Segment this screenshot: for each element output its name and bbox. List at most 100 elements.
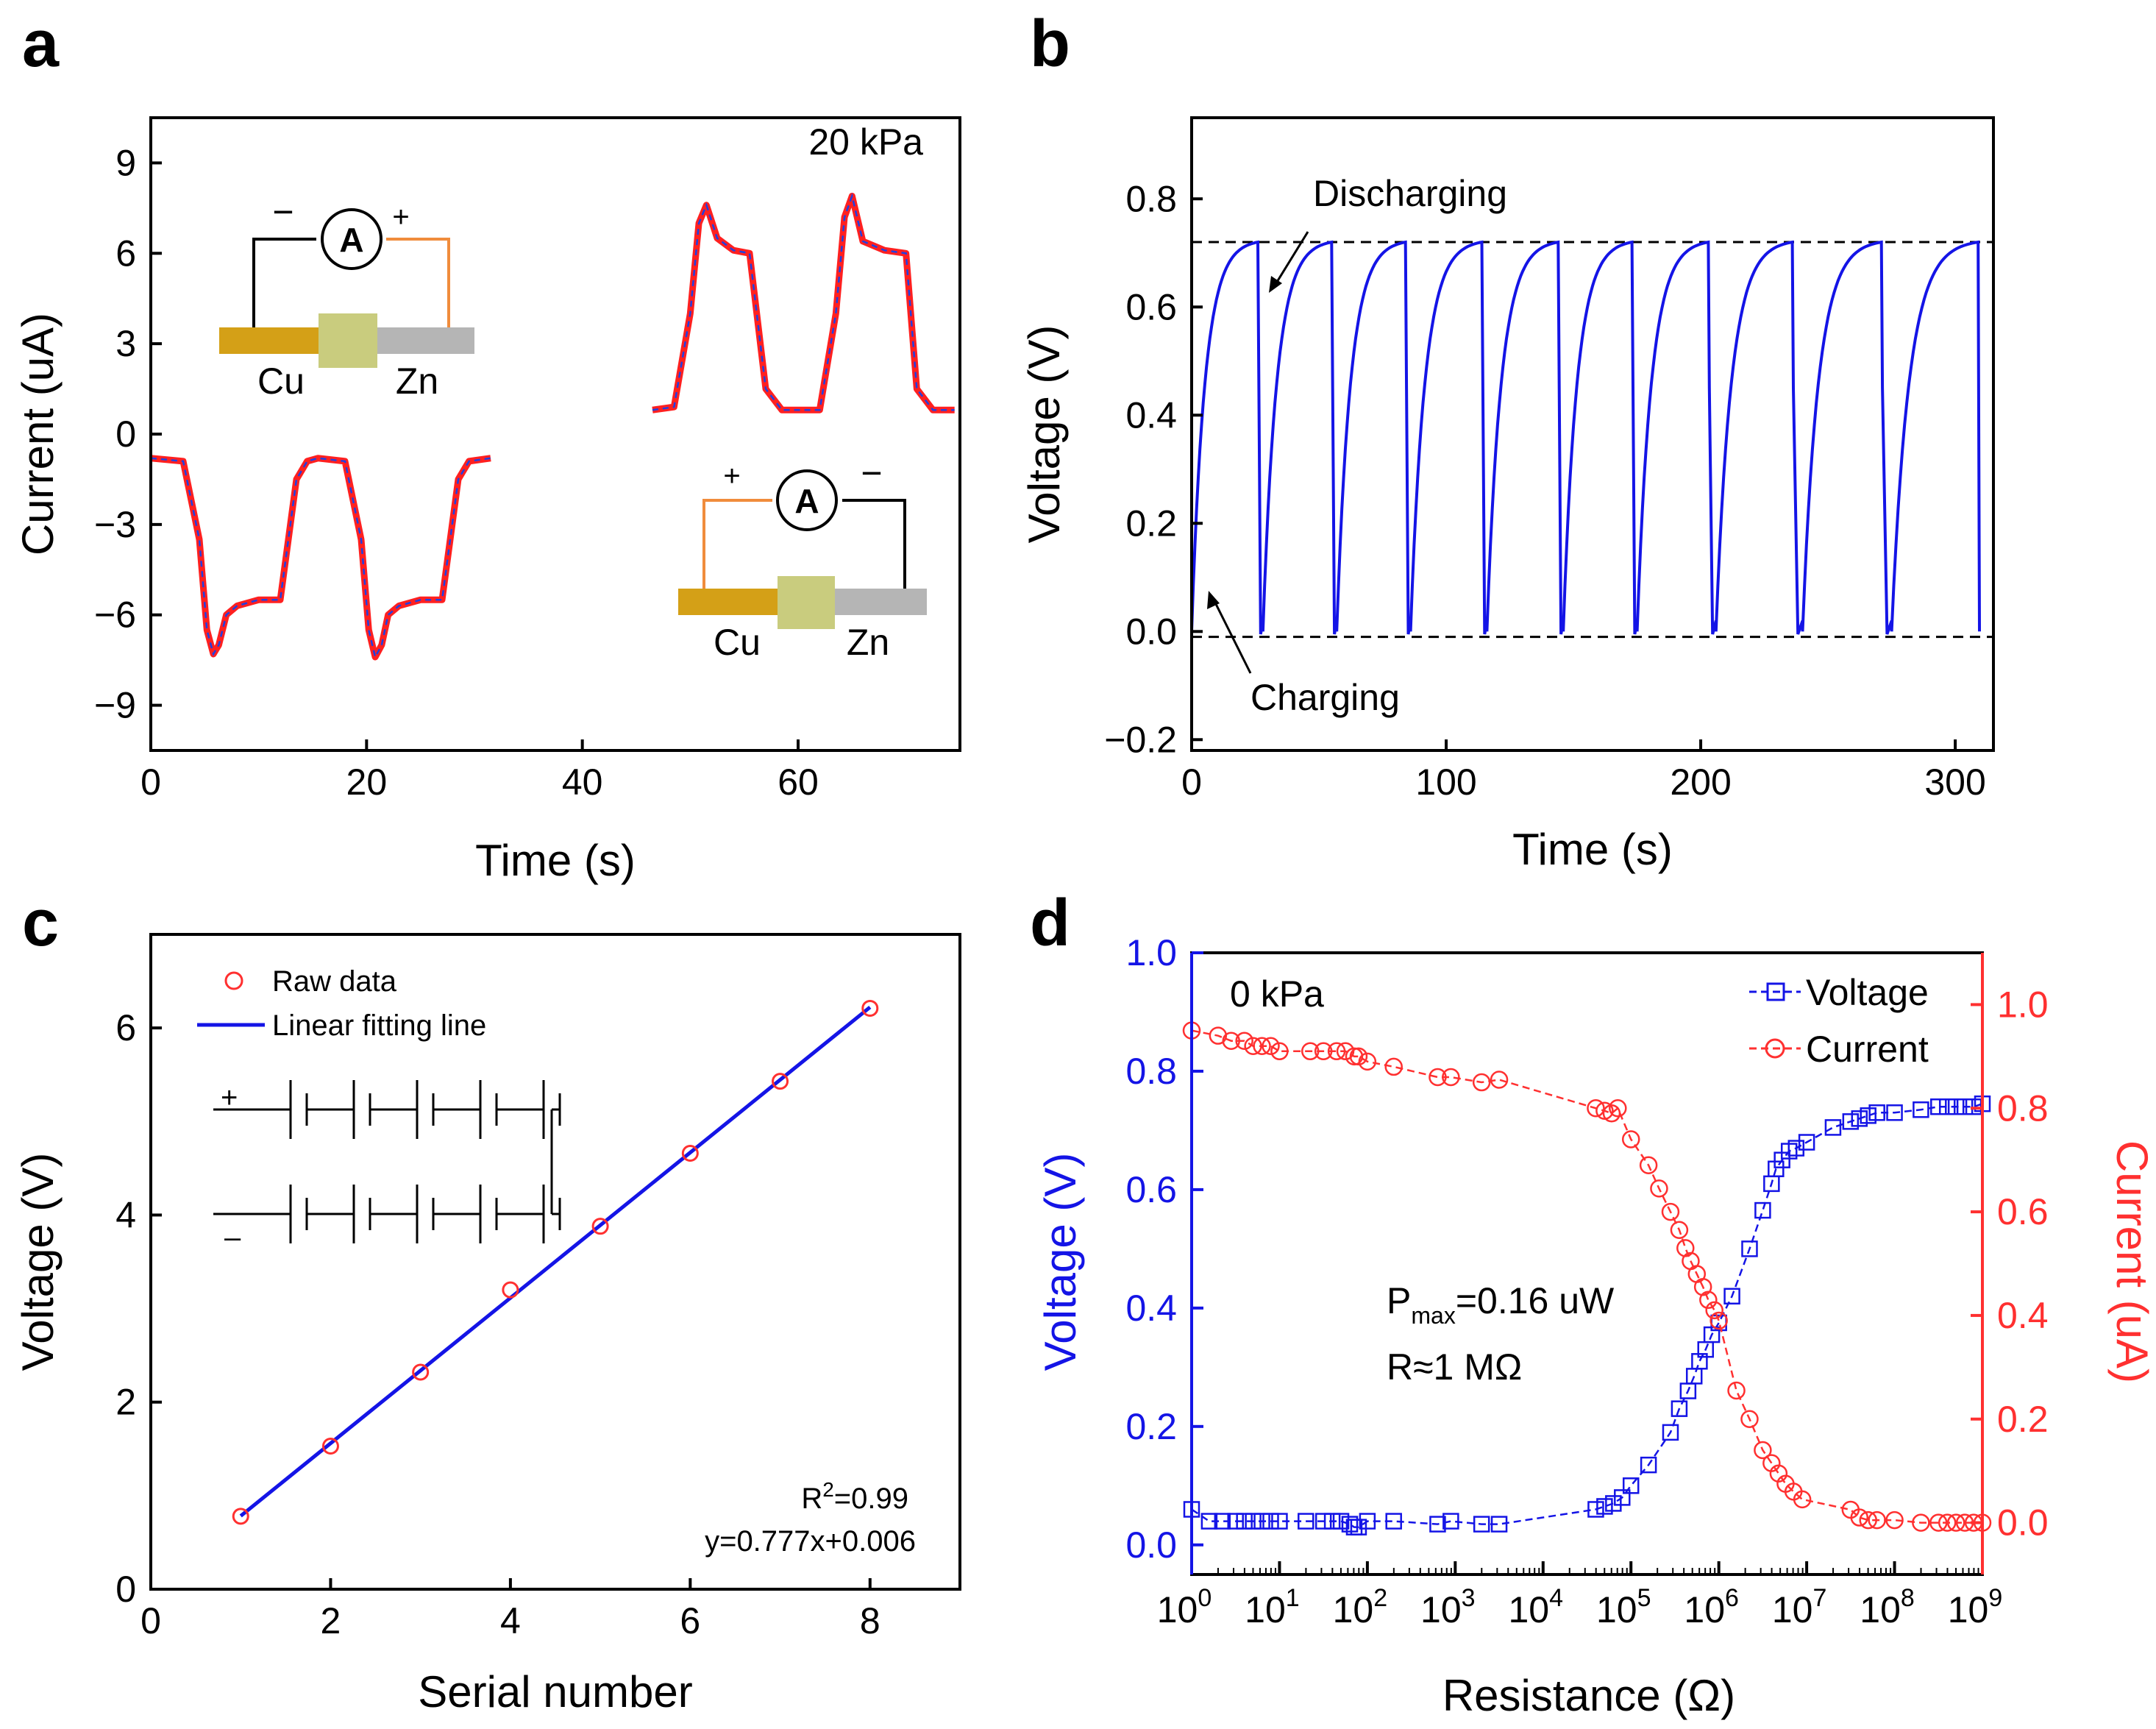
x-tick-label: 107 [1772, 1584, 1827, 1630]
y-tick-label-right: 0.0 [1997, 1502, 2049, 1544]
y-tick-label: 6 [115, 232, 136, 274]
voltage-point [1640, 1456, 1657, 1474]
current-point [1705, 1301, 1723, 1320]
voltage-point [1473, 1516, 1490, 1533]
y-tick-label: 9 [115, 142, 136, 183]
panel-d-ylabel-right: Current (uA) [2107, 1140, 2156, 1383]
y-tick-label: 0.2 [1125, 503, 1177, 544]
voltage-point [1860, 1107, 1876, 1124]
x-tick-label: 100 [1415, 761, 1476, 803]
current-point [1740, 1410, 1759, 1428]
panel-a-xlabel: Time (s) [475, 836, 636, 885]
current-point [1587, 1099, 1605, 1118]
legend-voltage-marker [1766, 982, 1785, 1001]
voltage-point [1787, 1140, 1805, 1157]
wire-orange-top [386, 238, 450, 327]
raw-data-point [861, 999, 879, 1017]
panel-d-ylabel: Voltage (V) [1036, 1153, 1085, 1371]
panel-c: 0 2 4 6 8 0 2 4 6 Serial number Voltage (V) Raw … [13, 933, 961, 1716]
raw-data-point [321, 1437, 339, 1455]
voltage-point [1490, 1516, 1508, 1533]
current-point [1868, 1510, 1886, 1530]
y-tick-label: −6 [94, 594, 136, 636]
y-tick-label-right: 1.0 [1997, 984, 2049, 1025]
current-point [1850, 1508, 1869, 1527]
panel-c-xlabel: Serial number [418, 1667, 693, 1716]
y-tick-label: 0 [115, 413, 136, 455]
voltage-point [1332, 1513, 1350, 1530]
x-tick-label: 101 [1245, 1584, 1300, 1630]
voltage-point [1671, 1400, 1688, 1417]
x-tick-label: 300 [1924, 761, 1985, 803]
cu-electrode [678, 589, 781, 615]
voltage-point [1214, 1513, 1231, 1530]
legend-raw-marker [224, 971, 243, 990]
ammeter-label: A [339, 221, 363, 259]
x-tick-label: 0 [140, 1600, 161, 1641]
voltage-point [1587, 1501, 1604, 1518]
current-point [1314, 1042, 1333, 1061]
legend-current-marker [1765, 1038, 1785, 1059]
current-point [1938, 1513, 1957, 1532]
zn-electrode [375, 327, 474, 354]
voltage-point [1429, 1516, 1446, 1533]
current-point [1693, 1277, 1712, 1296]
voltage-point [1200, 1513, 1218, 1530]
current-point [1929, 1513, 1948, 1532]
x-tick-label: 103 [1420, 1584, 1476, 1630]
panel-d-xlabel: Resistance (Ω) [1442, 1671, 1735, 1720]
current-point [1349, 1047, 1368, 1066]
raw-data-point [412, 1363, 430, 1381]
current-point [1621, 1130, 1640, 1148]
current-point [1472, 1073, 1491, 1092]
voltage-point [1605, 1495, 1622, 1512]
x-tick-label: 60 [778, 761, 819, 803]
arrowhead-icon [1207, 591, 1220, 609]
y-tick-label: 4 [115, 1194, 136, 1235]
x-tick-label: 104 [1509, 1584, 1564, 1630]
voltage-point [1245, 1513, 1262, 1530]
panel-c-ylabel: Voltage (V) [13, 1153, 63, 1371]
wire-orange-bottom [702, 499, 772, 589]
x-tick-label: 20 [346, 761, 388, 803]
discharging-label: Discharging [1313, 173, 1507, 214]
voltage-point [1938, 1098, 1956, 1115]
terminal-minus: − [861, 452, 882, 494]
y-tick-label: −9 [94, 685, 136, 726]
voltage-point [1868, 1104, 1885, 1121]
electrolyte-block [319, 313, 377, 368]
voltage-point [1622, 1477, 1640, 1494]
x-tick-label: 8 [860, 1600, 880, 1641]
current-point [1885, 1510, 1904, 1530]
panel-label-b: b [1030, 7, 1070, 81]
y-tick-label-left: 0.8 [1125, 1051, 1177, 1092]
panel-b: 0 100 200 300 −0.2 0.0 0.2 0.4 0.6 0.8 Time (s) V… [1020, 116, 1995, 874]
panel-a-pressure-label: 20 kPa [808, 121, 923, 163]
y-tick-label: 0 [115, 1569, 136, 1610]
voltage-point [1253, 1513, 1270, 1530]
panel-label-c: c [22, 887, 59, 960]
voltage-point [1768, 1160, 1785, 1177]
panel-d-pressure-label: 0 kPa [1230, 973, 1324, 1015]
voltage-point [1930, 1098, 1947, 1115]
voltage-point [1385, 1513, 1402, 1530]
ammeter-label: A [794, 482, 819, 520]
current-point [1650, 1179, 1668, 1198]
x-tick-label: 100 [1157, 1584, 1212, 1630]
electrolyte-block [778, 576, 835, 629]
ammeter-icon [321, 208, 383, 270]
y-tick-label-right: 0.4 [1997, 1295, 2049, 1336]
y-tick-label-right: 0.8 [1997, 1087, 2049, 1129]
x-tick-label: 0 [140, 761, 161, 803]
charging-arrow [1212, 599, 1252, 674]
voltage-point [1947, 1098, 1965, 1115]
current-line [1191, 1029, 1982, 1524]
voltage-point [1741, 1240, 1758, 1257]
current-point [1429, 1068, 1447, 1087]
voltage-point [1842, 1113, 1860, 1130]
voltage-point [1298, 1513, 1314, 1530]
voltage-point [1227, 1513, 1244, 1530]
y-tick-label: 0.8 [1125, 178, 1177, 219]
y-tick-label-left: 0.2 [1125, 1406, 1177, 1447]
raw-data-point [591, 1218, 609, 1235]
